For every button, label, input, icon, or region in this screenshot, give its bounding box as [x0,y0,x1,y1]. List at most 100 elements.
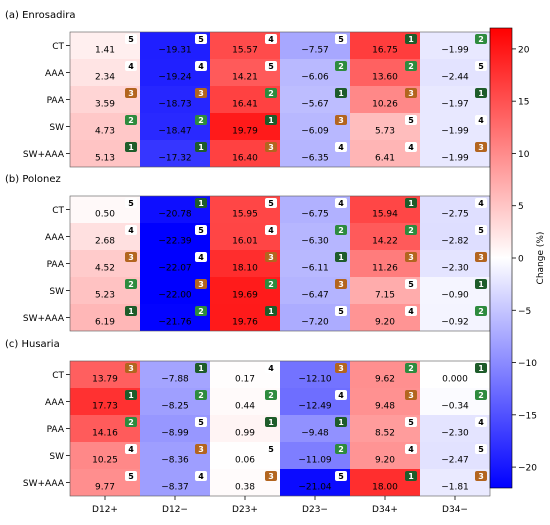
rank-value: 4 [408,143,414,152]
rank-badge [125,34,137,44]
rank-badge [195,390,207,400]
cell-value: 7.15 [375,291,395,301]
rank-value: 4 [478,418,484,427]
cell-value: 4.52 [95,264,115,274]
cell-value: −1.81 [441,483,469,493]
cell-value: −2.44 [441,73,469,83]
rank-value: 3 [128,89,134,98]
rank-badge [405,34,417,44]
rank-value: 3 [408,253,414,262]
rank-badge [405,363,417,373]
cell-value: 9.62 [375,375,395,385]
rank-value: 5 [478,226,484,235]
rank-badge [265,417,277,427]
rank-value: 1 [128,391,134,400]
rank-badge [335,279,347,289]
row-label: CT [52,371,64,381]
rank-value: 5 [128,472,134,481]
rank-value: 2 [478,35,484,44]
cell-value: 16.40 [232,154,258,164]
rank-value: 2 [478,391,484,400]
rank-value: 4 [408,445,414,454]
rank-badge [265,225,277,235]
rank-badge [335,252,347,262]
rank-value: 1 [128,143,134,152]
rank-badge [195,279,207,289]
rank-value: 1 [198,143,204,152]
rank-badge [335,115,347,125]
cell-value: −6.06 [301,73,329,83]
cell-value: −12.49 [298,402,332,412]
cell-value: 15.94 [372,210,398,220]
rank-badge [405,115,417,125]
panel-title: (c) Husaria [5,339,60,350]
rank-value: 5 [198,35,204,44]
cell-value: −20.78 [158,210,192,220]
rank-badge [125,279,137,289]
rank-value: 2 [478,307,484,316]
rank-value: 3 [478,253,484,262]
rank-value: 1 [338,418,344,427]
rank-value: 3 [338,280,344,289]
cell-value: −1.99 [441,154,469,164]
rank-badge [125,306,137,316]
rank-value: 5 [128,199,134,208]
cell-value: −6.47 [301,291,329,301]
rank-value: 3 [268,253,274,262]
cell-value: −22.39 [158,237,192,247]
rank-badge [335,198,347,208]
cell-value: −21.76 [158,318,192,328]
cell-value: −21.04 [298,483,332,493]
rank-value: 1 [128,307,134,316]
rank-value: 3 [408,89,414,98]
rank-badge [265,471,277,481]
rank-value: 1 [478,280,484,289]
rank-badge [475,142,487,152]
rank-value: 5 [338,35,344,44]
rank-badge [125,417,137,427]
cell-value: −8.25 [161,402,189,412]
rank-badge [335,471,347,481]
rank-value: 2 [338,226,344,235]
rank-value: 3 [268,472,274,481]
rank-value: 5 [198,226,204,235]
row-label: PAA [47,425,65,435]
row-label: SW [49,452,64,462]
rank-badge [475,417,487,427]
cell-value: 19.76 [232,318,258,328]
colorbar-tick-label: 20 [518,45,530,55]
rank-badge [265,279,277,289]
rank-value: 2 [268,280,274,289]
cell-value: 1.41 [95,46,115,56]
rank-badge [335,390,347,400]
rank-badge [335,306,347,316]
rank-badge [125,61,137,71]
rank-value: 1 [268,418,274,427]
rank-value: 2 [338,445,344,454]
cell-value: 0.17 [235,375,255,385]
cell-value: 9.77 [95,483,115,493]
rank-value: 1 [408,199,414,208]
rank-value: 2 [128,280,134,289]
column-label: D34+ [372,505,398,515]
row-label: SW+AAA [23,314,65,324]
cell-value: 16.41 [232,100,258,110]
rank-value: 2 [338,62,344,71]
cell-value: 3.59 [95,100,115,110]
rank-badge [335,363,347,373]
rank-badge [405,306,417,316]
rank-value: 3 [338,364,344,373]
rank-badge [195,61,207,71]
rank-badge [195,444,207,454]
rank-value: 4 [478,116,484,125]
rank-badge [475,444,487,454]
column-label: D12+ [92,505,118,515]
cell-value: −8.36 [161,456,189,466]
rank-badge [335,142,347,152]
cell-value: −19.31 [158,46,191,56]
cell-value: 0.50 [95,210,115,220]
column-label: D23+ [232,505,258,515]
rank-value: 1 [478,364,484,373]
rank-value: 2 [128,418,134,427]
